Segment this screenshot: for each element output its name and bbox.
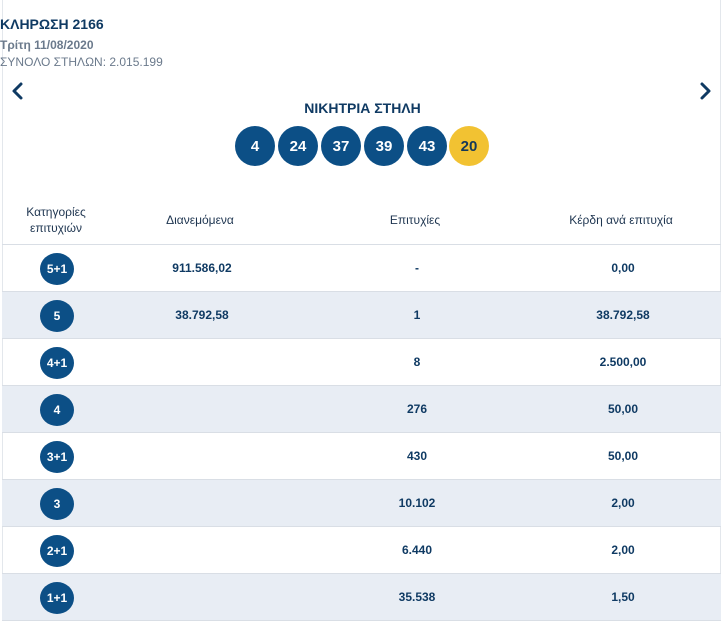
winning-number: 39 — [364, 126, 404, 166]
prize-cell: 0,00 — [611, 261, 635, 275]
table-row: 5 38.792,58 1 38.792,58 — [2, 291, 721, 338]
category-header-line1: Κατηγορίες — [26, 205, 86, 219]
table-row: 4+1 8 2.500,00 — [2, 338, 721, 385]
wins-cell: 276 — [406, 402, 428, 416]
prize-cell: 50,00 — [607, 449, 639, 463]
category-header: Κατηγορίες επιτυχιών — [10, 204, 102, 236]
chevron-right-icon — [700, 82, 711, 100]
distributed-cell — [142, 386, 262, 432]
category-badge: 5+1 — [40, 253, 74, 285]
distributed-cell — [142, 527, 262, 573]
prize-table: 5+1 911.586,02 - 0,00 5 38.792,58 1 38.7… — [2, 244, 721, 621]
category-badge: 3+1 — [40, 441, 74, 473]
table-row: 3+1 430 50,00 — [2, 432, 721, 479]
joker-number: 20 — [449, 126, 489, 166]
table-row: 1+1 35.538 1,50 — [2, 573, 721, 621]
wins-cell: 8 — [413, 355, 421, 369]
table-header: Κατηγορίες επιτυχιών Διανεμόμενα Επιτυχί… — [0, 204, 725, 244]
table-row: 5+1 911.586,02 - 0,00 — [2, 244, 721, 291]
category-badge: 4 — [40, 394, 74, 426]
distributed-cell: 38.792,58 — [175, 308, 229, 322]
wins-cell: 10.102 — [398, 496, 436, 510]
distributed-cell — [142, 339, 262, 385]
wins-header: Επιτυχίες — [389, 213, 441, 227]
distributed-cell: 911.586,02 — [172, 261, 232, 275]
prize-cell: 38.792,58 — [596, 308, 650, 322]
table-row: 3 10.102 2,00 — [2, 479, 721, 526]
distributed-cell — [142, 433, 262, 479]
wins-cell: 430 — [406, 449, 428, 463]
distributed-cell — [142, 480, 262, 526]
table-row: 2+1 6.440 2,00 — [2, 526, 721, 573]
prize-header: Κέρδη ανά επιτυχία — [569, 213, 673, 227]
winning-column-title: ΝΙΚΗΤΡΙΑ ΣΤΗΛΗ — [304, 100, 421, 116]
draw-title: ΚΛΗΡΩΣΗ 2166 — [0, 16, 104, 32]
winning-number: 43 — [407, 126, 447, 166]
prize-cell: 50,00 — [607, 402, 639, 416]
category-header-line2: επιτυχιών — [30, 221, 82, 235]
draw-date: Τρίτη 11/08/2020 — [0, 38, 94, 52]
winning-number: 37 — [321, 126, 361, 166]
total-columns: ΣΥΝΟΛΟ ΣΤΗΛΩΝ: 2.015.199 — [0, 55, 163, 69]
wins-cell: 1 — [413, 308, 421, 322]
category-badge: 5 — [40, 300, 74, 332]
prize-cell: 1,50 — [611, 590, 635, 604]
category-badge: 3 — [40, 488, 74, 520]
wins-cell: - — [415, 261, 419, 275]
next-draw-button[interactable] — [695, 78, 715, 104]
category-badge: 1+1 — [40, 582, 74, 614]
category-badge: 4+1 — [40, 347, 74, 379]
table-row: 4 276 50,00 — [2, 385, 721, 432]
previous-draw-button[interactable] — [8, 78, 28, 104]
wins-cell: 35.538 — [398, 590, 436, 604]
distributed-header: Διανεμόμενα — [166, 213, 234, 227]
winning-number: 4 — [235, 126, 275, 166]
prize-cell: 2.500,00 — [599, 355, 647, 369]
winning-number: 24 — [278, 126, 318, 166]
chevron-left-icon — [12, 82, 23, 100]
prize-cell: 2,00 — [611, 543, 635, 557]
distributed-cell — [142, 574, 262, 620]
prize-cell: 2,00 — [611, 496, 635, 510]
category-badge: 2+1 — [40, 535, 74, 567]
wins-cell: 6.440 — [401, 543, 433, 557]
